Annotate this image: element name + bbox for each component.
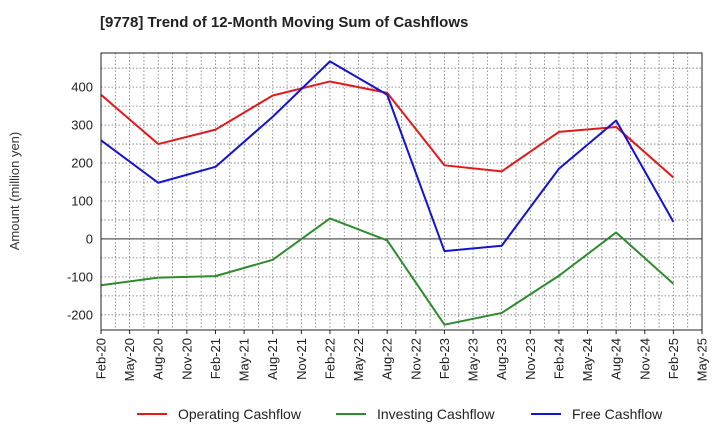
x-tick-label: May-20: [122, 338, 137, 381]
legend: Operating Cashflow Investing Cashflow Free…: [137, 406, 663, 422]
legend-label-investing-cashflow: Investing Cashflow: [377, 406, 495, 422]
x-tick-label: Feb-20: [94, 338, 109, 379]
x-tick-label: May-24: [580, 338, 595, 381]
x-tick-label: Feb-25: [666, 338, 681, 379]
x-tick-label: May-22: [351, 338, 366, 381]
plot-frame: [100, 52, 703, 331]
y-tick-label: 100: [71, 193, 93, 208]
y-tick-label: 300: [71, 118, 93, 133]
legend-label-operating-cashflow: Operating Cashflow: [178, 406, 302, 422]
x-tick-label: Aug-21: [265, 338, 280, 380]
x-tick-label: Aug-23: [494, 338, 509, 380]
x-tick-label: Aug-20: [151, 338, 166, 380]
x-tick-label: Feb-24: [551, 338, 566, 379]
investing-cashflow-line: [100, 217, 675, 326]
x-tick-label: Nov-24: [637, 338, 652, 380]
grid: [100, 53, 703, 330]
x-tick-label: Aug-22: [380, 338, 395, 380]
y-tick-label: 200: [71, 156, 93, 171]
x-tick-label: May-23: [466, 338, 481, 381]
y-tick-label: -200: [67, 307, 93, 322]
x-tick-label: Feb-22: [322, 338, 337, 379]
operating-cashflow-line: [100, 80, 675, 179]
x-tick-label: Feb-23: [437, 338, 452, 379]
legend-label-free-cashflow: Free Cashflow: [572, 406, 663, 422]
y-tick-label: -100: [67, 269, 93, 284]
y-axis-label: Amount (million yen): [7, 132, 22, 251]
y-tick-label: 0: [86, 231, 93, 246]
chart-title: [9778] Trend of 12-Month Moving Sum of C…: [100, 14, 469, 31]
x-tick-label: Feb-21: [208, 338, 223, 379]
series-lines: [100, 60, 675, 326]
x-axis-ticks: Feb-20 May-20 Aug-20 Nov-20 Feb-21 May-21 Aug-…: [94, 330, 710, 381]
y-axis-ticks: -200 -100 0 100 200 300 400: [67, 80, 93, 323]
x-tick-label: May-21: [237, 338, 252, 381]
x-tick-label: Nov-21: [294, 338, 309, 380]
x-tick-label: Nov-22: [408, 338, 423, 380]
free-cashflow-line: [100, 60, 675, 253]
x-tick-label: Aug-24: [609, 338, 624, 380]
x-tick-label: May-25: [695, 338, 710, 381]
y-tick-label: 400: [71, 80, 93, 95]
x-tick-label: Nov-23: [523, 338, 538, 380]
x-tick-label: Nov-20: [179, 338, 194, 380]
